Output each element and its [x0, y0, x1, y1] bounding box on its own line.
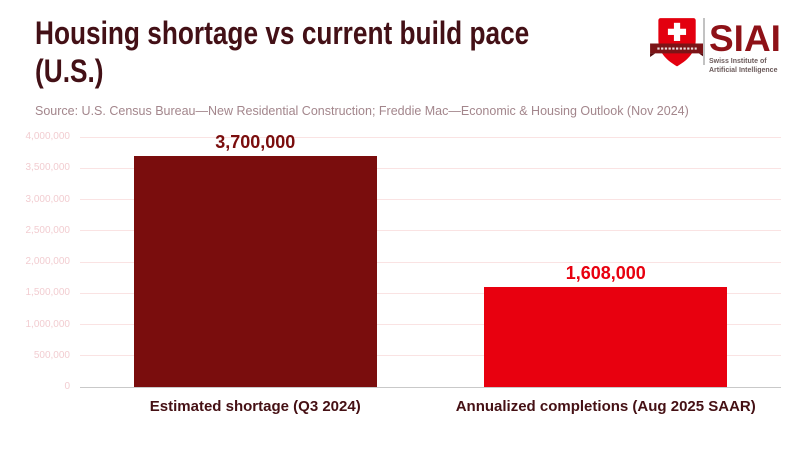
- gridline: [80, 355, 781, 357]
- source-caption: Source: U.S. Census Bureau—New Residenti…: [35, 104, 689, 118]
- y-tick-label: 2,500,000: [25, 224, 71, 236]
- gridline: [80, 292, 781, 294]
- siai-logo: SIAI Swiss Institute of Artificial Intel…: [648, 14, 796, 76]
- page-title-line-2: (U.S.): [35, 53, 104, 89]
- page-title: Housing shortage vs current build pace (…: [35, 14, 529, 90]
- x-category-label: Annualized completions (Aug 2025 SAAR): [455, 398, 756, 415]
- gridline: [80, 199, 781, 200]
- gridline: [80, 230, 781, 232]
- gridline: [80, 324, 781, 325]
- x-axis-line: [80, 386, 781, 388]
- gridline: [80, 136, 781, 138]
- y-tick-label: 2,000,000: [25, 256, 71, 267]
- logo-acronym: SIAI: [709, 18, 781, 59]
- siai-shield-icon: [650, 18, 704, 67]
- logo-subtitle: Swiss Institute of Artificial Intelligen…: [709, 58, 777, 75]
- y-tick-label: 3,500,000: [25, 162, 71, 174]
- logo-subtitle-line-1: Swiss Institute of: [709, 58, 767, 65]
- logo-divider: [703, 18, 705, 65]
- y-tick-label: 0: [64, 381, 70, 392]
- x-category-label: Estimated shortage (Q3 2024): [149, 398, 361, 415]
- y-tick-label: 4,000,000: [25, 131, 71, 142]
- bar: [484, 286, 728, 387]
- logo-subtitle-line-2: Artificial Intelligence: [709, 66, 778, 74]
- y-tick-label: 1,000,000: [25, 318, 71, 330]
- gridline: [80, 167, 781, 169]
- y-tick-label: 3,000,000: [25, 193, 71, 205]
- bar-value-label: 3,700,000: [215, 131, 296, 152]
- y-tick-label: 1,500,000: [25, 287, 71, 299]
- bar-value-label: 1,608,000: [565, 262, 646, 283]
- page-title-line-1: Housing shortage vs current build pace: [35, 15, 530, 51]
- bar: [133, 155, 377, 387]
- y-tick-label: 500,000: [33, 349, 70, 361]
- gridline: [80, 261, 781, 263]
